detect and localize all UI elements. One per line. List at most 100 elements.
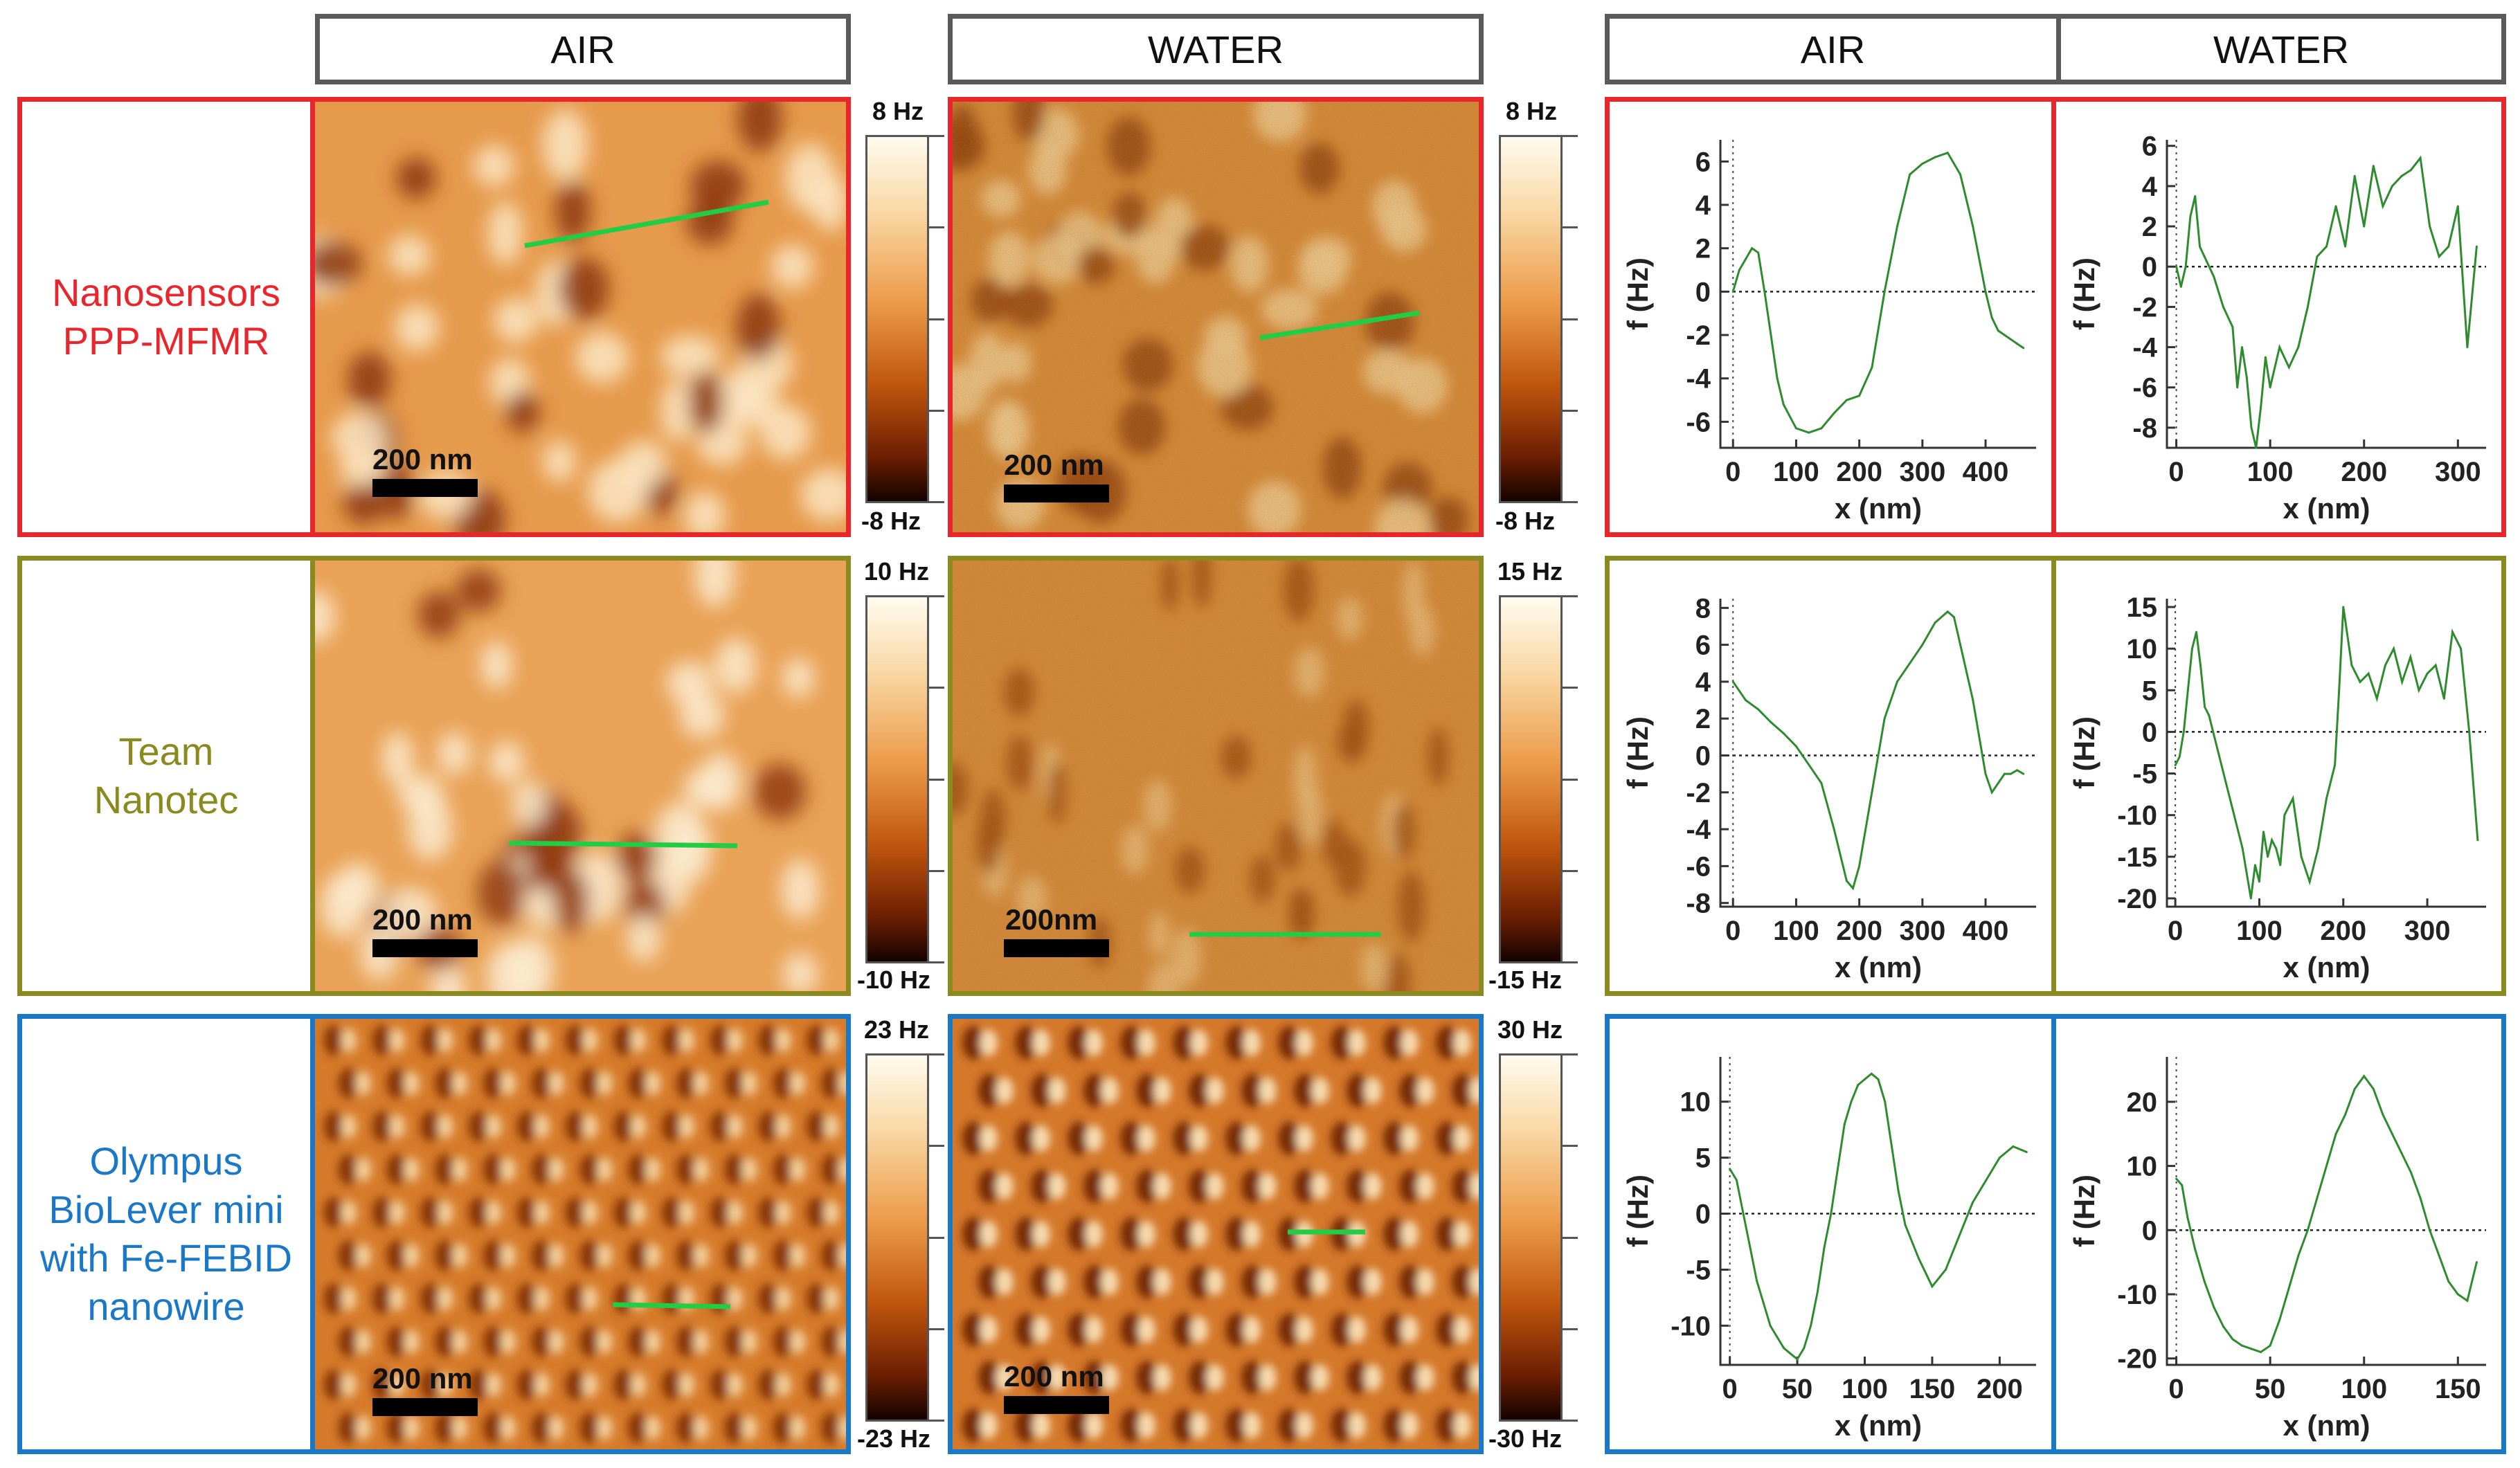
- scale-label-row2-air: 200 nm: [372, 903, 473, 936]
- profile-point: [1770, 721, 1772, 724]
- colorbar-tick: [929, 1236, 944, 1239]
- y-tick-label: -4: [2132, 333, 2157, 363]
- x-tick-label: 100: [1773, 457, 1819, 487]
- cbar-min-row2-water: -15 Hz: [1488, 966, 1563, 994]
- profile-point: [2245, 376, 2248, 379]
- profile-point: [2325, 797, 2328, 800]
- profile-point: [1946, 152, 1949, 154]
- x-tick-label: 300: [2435, 457, 2481, 487]
- profile-point: [2255, 446, 2258, 449]
- x-tick-label: 200: [2341, 457, 2387, 487]
- y-tick-label: -6: [1686, 407, 1711, 437]
- cbar-max-row1-air: 8 Hz: [872, 97, 924, 125]
- profile-point: [1794, 427, 1797, 430]
- profile-series-line: [2174, 606, 2479, 899]
- profile-point: [1751, 247, 1754, 250]
- x-tick-label: 150: [2435, 1374, 2481, 1404]
- profile-point: [2267, 855, 2269, 858]
- profile-point: [2344, 1113, 2347, 1116]
- profile-point: [2240, 346, 2243, 349]
- profile-point: [1890, 1145, 1893, 1148]
- profile-point: [1794, 745, 1797, 747]
- cbar-max-row2-water: 15 Hz: [1497, 557, 1563, 586]
- header-afm-air: AIR: [315, 14, 851, 84]
- profile-point: [2419, 1197, 2422, 1199]
- profile-point: [2372, 1087, 2375, 1090]
- y-tick-label: -2: [1686, 778, 1711, 808]
- profile-point: [1998, 1157, 2001, 1159]
- x-tick-label: 200: [2320, 916, 2366, 946]
- scale-label-row2-water: 200nm: [1005, 903, 1098, 936]
- axes: [2166, 599, 2486, 908]
- profile-point: [2175, 1177, 2178, 1180]
- profile-point: [1877, 1078, 1880, 1080]
- x-tick-label: 150: [1909, 1374, 1956, 1404]
- y-tick-label: -2: [2132, 292, 2157, 323]
- colorbar-tick: [929, 318, 944, 320]
- profile-point: [1959, 644, 1962, 646]
- colorbar-tick: [929, 778, 944, 781]
- profile-point: [2382, 1113, 2384, 1116]
- profile-point: [2300, 855, 2303, 858]
- profile-point: [2287, 1287, 2290, 1289]
- colorbar-tick: [1563, 961, 1578, 963]
- profile-point: [2279, 864, 2282, 867]
- profile-point: [2367, 672, 2370, 675]
- row3-frame-left: [17, 1014, 851, 1454]
- profile-point: [2249, 897, 2252, 900]
- profile-point: [2306, 305, 2309, 308]
- y-tick-label: 2: [1695, 234, 1711, 264]
- profile-svg: 8 6 4 2 0 -2 -4 -6 -8 0 100 200 300 400 x (nm) f (Hz): [1621, 593, 2036, 984]
- profile-point: [2468, 730, 2471, 733]
- profile-point: [2203, 1280, 2206, 1283]
- header-afm-air-text: AIR: [550, 27, 615, 71]
- scale-bar-row2-air: [372, 939, 478, 957]
- cbar-min-row1-water: -8 Hz: [1495, 507, 1556, 535]
- profile-point: [1796, 1358, 1799, 1361]
- profile-point: [2391, 185, 2393, 188]
- profile-point: [1762, 1302, 1765, 1305]
- y-tick-label: -2: [1686, 320, 1711, 351]
- colorbar-row2-water: [1499, 595, 1563, 963]
- colorbar-tick: [929, 1420, 944, 1422]
- x-axis-label: x (nm): [1835, 1409, 1922, 1442]
- profile-point: [2253, 864, 2256, 867]
- profile-point: [2194, 194, 2197, 197]
- profile-point: [2278, 346, 2281, 349]
- profile-point: [2258, 880, 2260, 883]
- y-tick-label: 0: [1695, 741, 1711, 771]
- profile-point: [1997, 329, 1999, 332]
- scale-label-row3-air: 200 nm: [372, 1362, 473, 1395]
- header-plot-water: WATER: [2056, 19, 2501, 80]
- y-tick-label: 4: [1695, 667, 1711, 698]
- header-afm-water-text: WATER: [1148, 27, 1284, 71]
- profile-series-line: [1731, 151, 2024, 434]
- profile-point: [2400, 174, 2403, 177]
- profile-svg: 15 10 5 0 -5 -10 -15 -20 0 100 200 300 x (nm) f (Hz): [2068, 592, 2486, 984]
- profile-point: [2003, 772, 2006, 775]
- y-tick-label: -20: [2117, 1344, 2157, 1375]
- row1-frame-water: [948, 97, 1484, 537]
- cbar-max-row1-water: 8 Hz: [1506, 97, 1558, 125]
- header-plot-air-text: AIR: [1800, 27, 1866, 71]
- x-tick-label: 100: [2236, 916, 2283, 946]
- y-tick-label: -4: [1686, 815, 1711, 845]
- profile-series-line: [1731, 610, 2024, 891]
- profile-point: [2194, 1248, 2197, 1251]
- y-tick-label: -5: [2132, 759, 2157, 790]
- profile-point: [1852, 887, 1855, 889]
- profile-point: [1934, 622, 1936, 624]
- profile-point: [1883, 717, 1886, 720]
- y-tick-label: 20: [2127, 1087, 2158, 1118]
- profile-point: [2250, 426, 2253, 429]
- colorbar-tick: [1563, 501, 1578, 503]
- profile-point: [1896, 225, 1898, 228]
- profile-point: [2359, 680, 2361, 683]
- scale-bar-row2-water: [1004, 939, 1109, 957]
- y-tick-label: 5: [1695, 1143, 1711, 1174]
- x-tick-label: 0: [1725, 916, 1740, 946]
- cbar-max-row3-water: 30 Hz: [1497, 1015, 1563, 1044]
- profile-point: [2382, 205, 2384, 208]
- x-tick-label: 400: [1963, 457, 2009, 487]
- x-tick-label: 100: [1842, 1374, 1888, 1404]
